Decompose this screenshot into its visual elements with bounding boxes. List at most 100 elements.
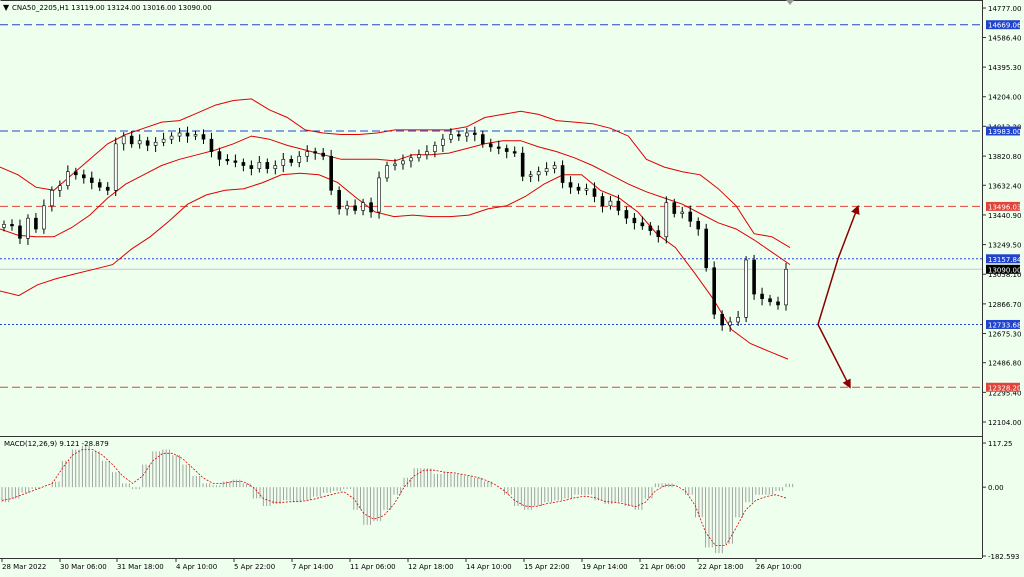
candle: [169, 132, 174, 144]
candle: [512, 146, 517, 157]
candle-body: [169, 135, 174, 140]
candle: [161, 132, 166, 147]
candle-body: [520, 152, 525, 177]
candle: [776, 296, 780, 310]
candle: [536, 166, 541, 182]
candle-body: [465, 132, 469, 137]
candle: [129, 130, 134, 148]
candle: [66, 165, 70, 190]
candle-body: [704, 228, 709, 269]
candle-body: [58, 185, 62, 191]
candle-body: [728, 321, 732, 326]
candle: [457, 130, 461, 141]
x-tick-label: 22 Apr 18:00: [698, 563, 744, 571]
x-tick-label: 31 Mar 18:00: [117, 563, 164, 571]
candle-body: [361, 202, 365, 211]
y-tick-label: 13058.10: [988, 271, 1021, 279]
candle-body: [34, 217, 38, 230]
macd-y-tick-label: 117.25: [988, 440, 1013, 448]
candle: [704, 223, 709, 272]
candle-body: [153, 141, 158, 146]
candle-body: [241, 162, 246, 166]
x-tick-label: 15 Apr 22:00: [524, 563, 570, 571]
candle-body: [632, 217, 637, 224]
x-tick-label: 30 Mar 06:00: [60, 563, 107, 571]
price-level-label: 13090.00: [988, 266, 1021, 274]
y-tick-label: 14204.00: [988, 94, 1021, 102]
chart-collapse-icon[interactable]: ▼: [3, 3, 10, 12]
candle-body: [425, 151, 429, 155]
candle-body: [2, 224, 6, 228]
y-tick-label: 13440.90: [988, 212, 1021, 220]
candle: [297, 151, 302, 168]
candle: [201, 129, 206, 144]
candle: [81, 169, 86, 184]
candle-body: [528, 174, 533, 177]
candle: [58, 180, 62, 197]
candle-body: [480, 134, 485, 145]
y-tick-label: 13249.50: [988, 242, 1021, 250]
candle: [113, 137, 118, 197]
candle-body: [66, 171, 70, 186]
candle-body: [18, 225, 22, 239]
candle-body: [233, 160, 238, 163]
candle-body: [97, 182, 102, 188]
candle: [632, 213, 637, 230]
candle-body: [568, 182, 573, 188]
candle-body: [105, 186, 110, 191]
candle: [688, 205, 693, 228]
candle-body: [760, 293, 764, 300]
candle-body: [121, 135, 126, 145]
candle-body: [193, 134, 198, 137]
candle-body: [185, 132, 190, 137]
candle: [624, 206, 629, 224]
candle: [145, 136, 150, 152]
candle-body: [321, 152, 325, 157]
candle-body: [640, 222, 645, 227]
candle: [401, 154, 405, 170]
y-tick-label: 14777.00: [988, 5, 1021, 13]
candle-body: [672, 202, 677, 214]
candle-body: [776, 301, 780, 306]
y-tick-label: 12295.40: [988, 389, 1021, 397]
candle-body: [504, 148, 509, 152]
scroll-marker-icon[interactable]: [786, 0, 794, 5]
candle-body: [129, 135, 134, 145]
candle-body: [417, 154, 421, 159]
candle: [265, 158, 270, 174]
candle-body: [576, 186, 581, 191]
price-level-label: 14669.06: [988, 22, 1022, 30]
price-level-label: 12328.20: [988, 384, 1021, 392]
candle-body: [744, 259, 748, 318]
candle-body: [10, 224, 14, 227]
candle: [337, 186, 341, 215]
candle: [672, 198, 677, 218]
x-tick-label: 7 Apr 14:00: [292, 563, 333, 571]
candle: [209, 132, 214, 158]
candle: [680, 206, 685, 219]
candle-body: [512, 151, 517, 154]
candle-body: [584, 188, 589, 191]
candle-body: [273, 165, 278, 169]
price-level-label: 13157.84: [988, 256, 1022, 264]
candle-body: [393, 163, 397, 166]
x-tick-label: 12 Apr 18:00: [408, 563, 454, 571]
candle: [345, 200, 349, 216]
candle-body: [616, 200, 621, 211]
candle: [600, 192, 605, 213]
candle-body: [305, 151, 310, 157]
candle: [568, 176, 573, 194]
candle-body: [496, 146, 501, 149]
price-level-badge: [986, 319, 1020, 329]
candle: [784, 262, 788, 311]
candle: [425, 145, 429, 160]
candle-body: [385, 165, 389, 179]
candle: [289, 155, 294, 167]
price-level-label: 13983.00: [988, 128, 1021, 136]
candle: [712, 261, 716, 320]
candle: [137, 134, 142, 149]
candle-body: [161, 138, 166, 143]
candle-body: [401, 160, 405, 165]
